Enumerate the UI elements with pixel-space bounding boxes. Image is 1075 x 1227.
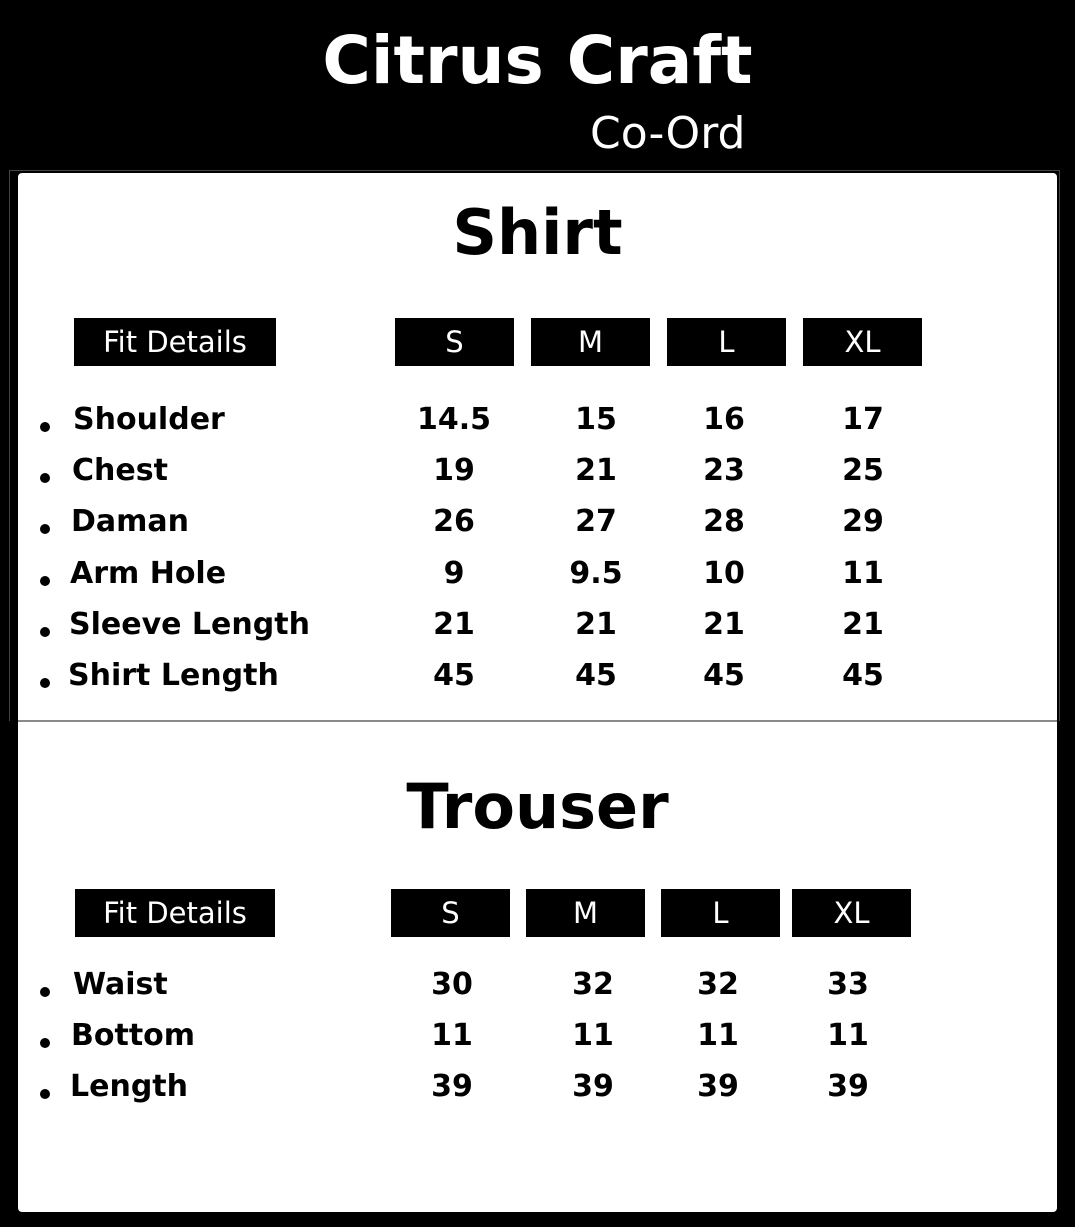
measurement-value: 10 <box>703 555 745 591</box>
measurement-value: 45 <box>575 658 617 693</box>
bullet-icon <box>40 987 50 997</box>
measurement-value: 27 <box>575 504 617 540</box>
size-header: S <box>391 889 510 937</box>
bullet-icon <box>40 422 50 432</box>
row-label: Sleeve Length <box>69 606 310 642</box>
measurement-value: 30 <box>431 967 473 1002</box>
section-title-1: Trouser <box>406 770 669 843</box>
measurement-value: 23 <box>703 453 745 489</box>
measurement-value: 19 <box>433 453 475 489</box>
measurement-value: 39 <box>431 1069 473 1104</box>
measurement-value: 11 <box>572 1018 614 1053</box>
measurement-value: 15 <box>575 402 617 437</box>
measurement-value: 25 <box>842 453 884 489</box>
measurement-value: 21 <box>575 606 617 642</box>
measurement-value: 39 <box>697 1069 739 1104</box>
measurement-value: 14.5 <box>416 402 492 437</box>
size-header: XL <box>792 889 911 937</box>
measurement-value: 21 <box>433 606 475 642</box>
row-label: Waist <box>73 967 168 1002</box>
bullet-icon <box>40 1038 50 1048</box>
measurement-value: 32 <box>697 967 739 1002</box>
size-header: S <box>395 318 514 366</box>
measurement-value: 39 <box>827 1069 869 1104</box>
size-header: M <box>531 318 650 366</box>
measurement-value: 45 <box>842 658 884 693</box>
fit-details-header: Fit Details <box>74 318 276 366</box>
measurement-value: 21 <box>575 453 617 489</box>
measurement-value: 28 <box>703 504 745 540</box>
measurement-value: 9 <box>443 555 465 591</box>
bullet-icon <box>40 626 50 637</box>
measurement-value: 9.5 <box>569 555 623 591</box>
row-label: Chest <box>72 453 168 489</box>
brand-subtitle: Co-Ord <box>590 108 746 159</box>
row-label: Bottom <box>71 1018 196 1053</box>
row-label: Shirt Length <box>68 658 279 693</box>
row-label: Length <box>70 1069 188 1104</box>
bullet-icon <box>40 1089 50 1099</box>
row-label: Shoulder <box>73 402 225 437</box>
measurement-value: 17 <box>842 402 884 437</box>
size-header: M <box>526 889 645 937</box>
measurement-value: 21 <box>842 606 884 642</box>
measurement-value: 29 <box>842 504 884 540</box>
measurement-value: 26 <box>433 504 475 540</box>
measurement-value: 16 <box>703 402 745 437</box>
bullet-icon <box>40 473 50 484</box>
row-label: Daman <box>71 504 190 540</box>
bullet-icon <box>40 678 50 688</box>
measurement-value: 45 <box>433 658 475 693</box>
size-header: L <box>661 889 780 937</box>
shirt-section-frame <box>9 170 1060 721</box>
fit-details-header: Fit Details <box>75 889 275 937</box>
measurement-value: 39 <box>572 1069 614 1104</box>
measurement-value: 45 <box>703 658 745 693</box>
measurement-value: 32 <box>572 967 614 1002</box>
measurement-value: 11 <box>842 555 884 591</box>
measurement-value: 11 <box>431 1018 473 1053</box>
measurement-value: 11 <box>827 1018 869 1053</box>
bullet-icon <box>40 575 50 586</box>
section-title-0: Shirt <box>452 196 623 269</box>
row-label: Arm Hole <box>70 555 227 591</box>
measurement-value: 21 <box>703 606 745 642</box>
bullet-icon <box>40 524 50 535</box>
size-header: XL <box>803 318 922 366</box>
size-header: L <box>667 318 786 366</box>
section-divider <box>18 720 1057 722</box>
measurement-value: 33 <box>827 967 869 1002</box>
brand-title: Citrus Craft <box>322 22 753 99</box>
measurement-value: 11 <box>697 1018 739 1053</box>
